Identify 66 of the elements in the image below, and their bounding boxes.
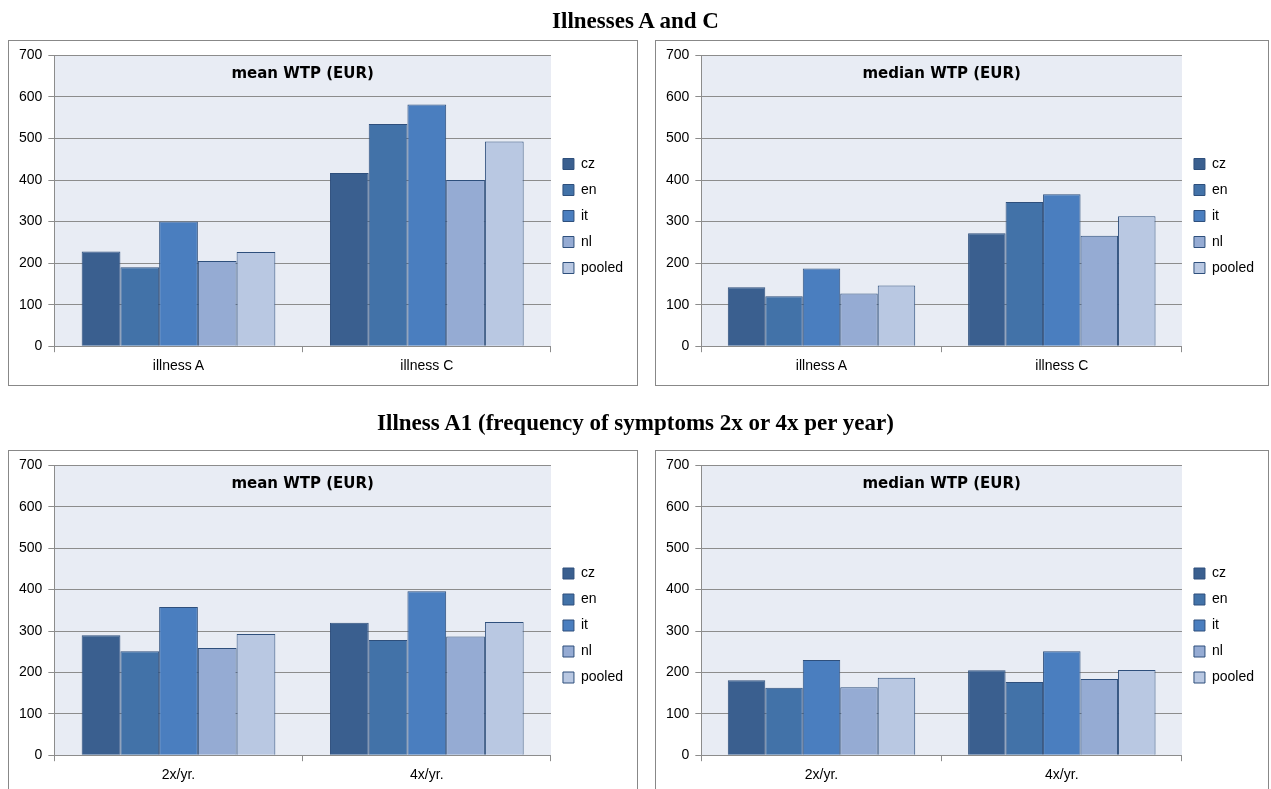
y-tick-label: 100 [19, 704, 43, 721]
y-tick-label: 500 [19, 539, 43, 556]
text: Illness A1 (frequency of symptoms 2x or 4x per year) [376, 410, 895, 436]
legend-label: it [1211, 616, 1220, 633]
legend-label: en [580, 180, 597, 197]
x-tick-label: illness A [152, 357, 205, 374]
y-tick-label: 600 [666, 497, 690, 514]
legend-label: it [580, 616, 589, 633]
y-tick-label: 700 [666, 456, 690, 473]
x-tick-label: illness A [795, 357, 848, 374]
x-tick-label: illness C [400, 357, 454, 374]
y-tick-label: 300 [666, 212, 690, 229]
y-tick-label: 400 [666, 580, 690, 597]
text: mean WTP (EUR) [230, 64, 375, 83]
legend-label: en [580, 590, 597, 607]
y-tick-label: 500 [666, 129, 690, 146]
y-tick-label: 700 [19, 456, 43, 473]
legend-label: pooled [1211, 668, 1255, 685]
y-tick-label: 100 [19, 295, 43, 312]
legend-label: nl [1211, 232, 1223, 249]
x-tick-label: 2x/yr. [804, 766, 839, 783]
y-tick-label: 500 [666, 539, 690, 556]
text: mean WTP (EUR) [230, 474, 375, 493]
x-tick-label: 4x/yr. [410, 766, 444, 783]
legend-label: en [1211, 180, 1228, 197]
y-tick-label: 0 [681, 337, 690, 354]
legend-label: nl [1211, 642, 1223, 659]
y-tick-label: 600 [19, 497, 43, 514]
legend-label: pooled [1211, 258, 1255, 275]
y-tick-label: 400 [666, 170, 690, 187]
y-tick-label: 100 [666, 295, 690, 312]
text: median WTP (EUR) [861, 64, 1022, 83]
legend-label: cz [1211, 154, 1226, 171]
legend-label: nl [580, 642, 592, 659]
y-tick-label: 200 [666, 253, 690, 270]
y-tick-label: 100 [666, 704, 690, 721]
y-tick-label: 200 [19, 663, 43, 680]
x-tick-label: 4x/yr. [1045, 766, 1079, 783]
y-tick-label: 300 [19, 212, 43, 229]
x-tick-label: 2x/yr. [161, 766, 196, 783]
legend-label: pooled [580, 668, 624, 685]
legend-label: it [580, 206, 589, 223]
text: median WTP (EUR) [861, 474, 1022, 493]
legend-label: cz [1211, 564, 1226, 581]
y-tick-label: 0 [34, 337, 43, 354]
legend-label: en [1211, 590, 1228, 607]
y-tick-label: 300 [19, 621, 43, 638]
y-tick-label: 400 [19, 580, 43, 597]
y-tick-label: 200 [19, 253, 43, 270]
y-tick-label: 700 [19, 46, 43, 63]
legend-label: pooled [580, 258, 624, 275]
y-tick-label: 400 [19, 170, 43, 187]
legend-label: cz [580, 154, 595, 171]
legend-label: it [1211, 206, 1220, 223]
y-tick-label: 0 [681, 746, 690, 763]
y-tick-label: 600 [666, 87, 690, 104]
y-tick-label: 300 [666, 621, 690, 638]
x-tick-label: illness C [1035, 357, 1089, 374]
y-tick-label: 0 [34, 746, 43, 763]
text: Illnesses A and C [551, 8, 720, 34]
y-tick-label: 500 [19, 129, 43, 146]
y-tick-label: 700 [666, 46, 690, 63]
legend-label: nl [580, 232, 592, 249]
y-tick-label: 200 [666, 663, 690, 680]
legend-label: cz [580, 564, 595, 581]
y-tick-label: 600 [19, 87, 43, 104]
